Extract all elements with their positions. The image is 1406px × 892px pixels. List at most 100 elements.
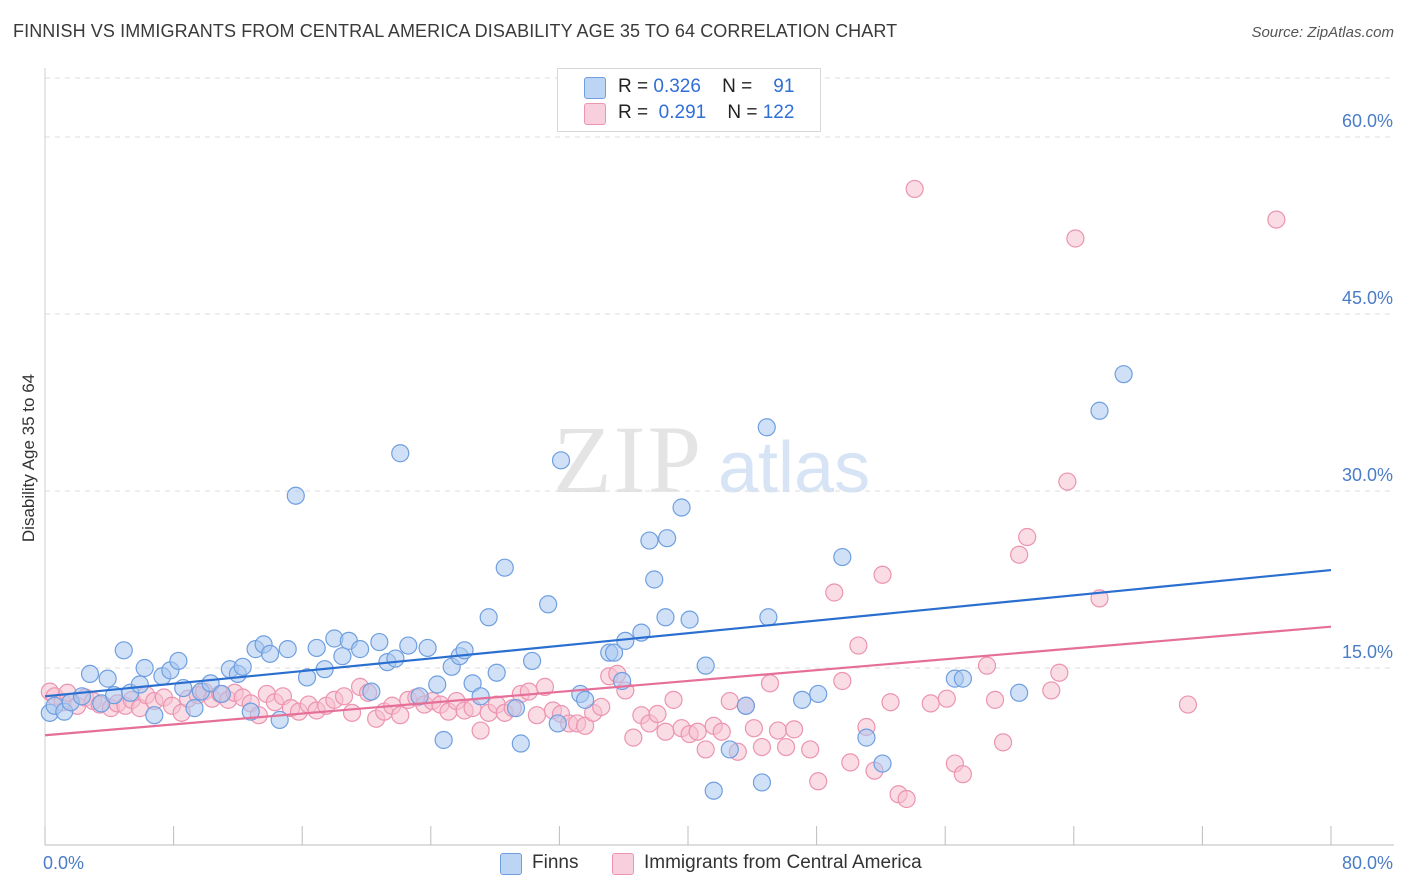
data-point-finns (759, 608, 778, 627)
y-tick-label: 60.0% (1342, 111, 1393, 131)
data-point-finns (548, 714, 567, 733)
data-point-finns (658, 529, 677, 548)
data-point-finns (114, 641, 133, 660)
data-point-ca (688, 722, 707, 741)
watermark: ZIP atlas (553, 406, 870, 513)
data-point-ca (712, 722, 731, 741)
data-point-finns (873, 754, 892, 773)
data-point-ca (897, 789, 916, 809)
data-point-finns (286, 486, 305, 505)
data-point-ca (849, 636, 868, 655)
data-point-ca (342, 703, 362, 722)
data-point-finns (645, 570, 664, 589)
data-point-ca (1058, 472, 1077, 491)
finns-r-value: 0.326 (653, 76, 701, 97)
data-point-finns (656, 608, 675, 627)
data-point-finns (307, 638, 326, 658)
data-point-ca (801, 740, 820, 759)
trend-line-ca (44, 625, 1332, 737)
ca-swatch (584, 103, 606, 125)
data-point-finns (185, 699, 204, 718)
data-point-finns (506, 699, 526, 718)
data-point-finns (495, 558, 514, 577)
data-point-finns (640, 531, 659, 550)
trend-line-finns (44, 568, 1332, 698)
data-point-finns (260, 644, 280, 663)
data-point-finns (752, 773, 772, 792)
ca-n-value: 122 (762, 102, 795, 123)
data-point-finns (278, 640, 297, 659)
data-point-finns (350, 640, 370, 659)
ca-r-label: R = (618, 102, 649, 123)
data-point-finns (333, 647, 352, 666)
data-point-finns (92, 694, 111, 713)
data-point-finns (418, 638, 437, 658)
data-point-ca (535, 677, 555, 696)
data-point-ca (873, 565, 892, 584)
data-point-finns (463, 674, 482, 693)
watermark-atlas: atlas (718, 428, 870, 508)
gridlines (45, 77, 1394, 669)
data-point-finns (522, 651, 542, 671)
data-point-finns (399, 636, 418, 655)
data-point-ca (776, 737, 796, 757)
data-point-ca (527, 706, 546, 725)
correlation-legend: R = 0.326 N = 91 R = 0.291 N = 122 (557, 68, 821, 132)
data-point-ca (921, 694, 940, 713)
data-point-finns (833, 547, 852, 567)
data-point-ca (825, 583, 844, 602)
tick-labels: 15.0% 30.0% 45.0% 60.0% 0.0% 80.0% (43, 111, 1393, 873)
data-point-ca (905, 179, 924, 199)
data-point-ca (1178, 695, 1198, 714)
data-point-finns (696, 656, 715, 675)
data-point-ca (993, 733, 1013, 752)
data-point-ca (624, 728, 643, 747)
finns-r-label: R = (618, 76, 649, 97)
data-point-ca (1010, 545, 1029, 564)
x-tick-label: 0.0% (43, 853, 84, 873)
data-point-finns (98, 669, 117, 688)
data-point-finns (757, 418, 776, 437)
data-point-ca (720, 691, 739, 711)
data-point-ca (471, 721, 490, 740)
data-point-finns (1090, 401, 1109, 420)
data-point-ca (1267, 210, 1286, 229)
data-point-finns (130, 675, 149, 694)
data-point-ca (744, 719, 764, 738)
data-point-ca (752, 737, 772, 757)
data-point-ca (784, 720, 804, 739)
ca-r-value: 0.291 (658, 102, 707, 123)
data-point-finns (80, 664, 100, 684)
data-point-finns (680, 610, 699, 629)
data-point-finns (145, 706, 164, 725)
data-point-ca (937, 689, 956, 708)
data-point-finns (672, 498, 691, 517)
data-point-ca (833, 671, 852, 691)
finns-n-value: 91 (773, 76, 795, 97)
data-point-ca (656, 722, 675, 741)
data-point-finns (135, 658, 154, 678)
data-point-ca (576, 716, 595, 735)
data-point-finns (479, 608, 498, 627)
data-point-ca (768, 721, 788, 740)
data-point-finns (410, 687, 429, 706)
data-point-ca (881, 693, 900, 712)
data-point-ca (841, 753, 860, 772)
finns-legend-label: Finns (532, 852, 579, 873)
data-point-finns (212, 684, 231, 704)
data-point-finns (953, 669, 972, 688)
data-point-finns (428, 675, 447, 694)
data-point-ca (519, 682, 538, 701)
data-point-finns (511, 734, 530, 753)
finns-legend-swatch (500, 853, 522, 875)
data-point-finns (704, 781, 723, 800)
data-point-ca (1050, 663, 1069, 682)
data-point-ca (977, 656, 997, 675)
data-point-ca (1042, 681, 1061, 700)
series-central-america (40, 179, 1286, 809)
data-point-finns (391, 444, 410, 463)
data-point-ca (985, 690, 1005, 709)
data-point-finns (809, 684, 828, 704)
y-tick-label: 15.0% (1342, 642, 1393, 662)
watermark-zip: ZIP (553, 406, 703, 513)
